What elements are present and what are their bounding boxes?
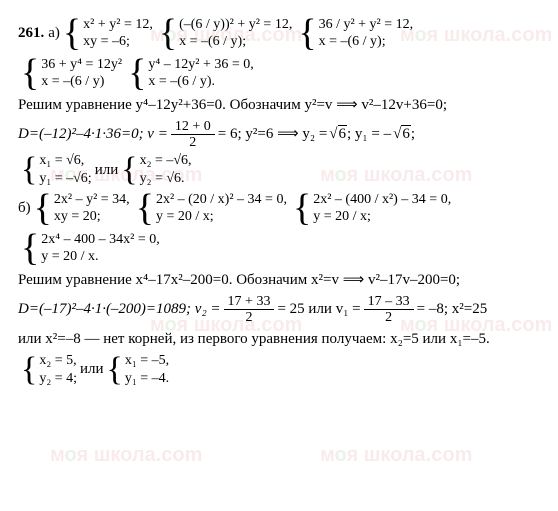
a-answers: { x₁ = √6, y₁ = –√6; или { x₂ = –√6, y₂ …: [18, 152, 540, 187]
sys-a2: { (–(6 / y))² + y² = 12, x = –(6 / y);: [159, 14, 292, 52]
row-a-1: 261. a) { x² + y² = 12, xy = –6; { (–(6 …: [18, 14, 540, 52]
sys-b2: { 2x² – (20 / x)² – 34 = 0, y = 20 / x;: [136, 189, 287, 227]
frac-b1: 17 + 33 2: [224, 294, 275, 326]
watermark: моя школа.com: [50, 440, 202, 470]
row-a-2: { 36 + y⁴ = 12y² x = –(6 / y) { y⁴ – 12y…: [18, 54, 540, 92]
ans-b2: { x₁ = –5, y₁ = –4.: [107, 352, 170, 387]
b-text1: Решим уравнение x⁴–17x²–200=0. Обозначим…: [18, 269, 540, 292]
b-discriminant: D=(–17)²–4·1·(–200)=1089; v₂ = 17 + 33 2…: [18, 294, 540, 326]
ans-a2: { x₂ = –√6, y₂ = √6.: [121, 152, 191, 187]
problem-number: 261.: [18, 22, 44, 45]
a-discriminant: D=(–12)²–4·1·36=0; v = 12 + 0 2 = 6; y²=…: [18, 119, 540, 151]
part-a-label: a): [48, 22, 60, 45]
row-b-1: б) { 2x² – y² = 34, xy = 20; { 2x² – (20…: [18, 189, 540, 227]
sys-b4: { 2x⁴ – 400 – 34x² = 0, y = 20 / x.: [21, 229, 160, 267]
frac-a1: 12 + 0 2: [171, 119, 215, 151]
sys-b1: { 2x² – y² = 34, xy = 20;: [34, 189, 130, 227]
row-b-2: { 2x⁴ – 400 – 34x² = 0, y = 20 / x.: [18, 229, 540, 267]
sys-a4: { 36 + y⁴ = 12y² x = –(6 / y): [21, 54, 122, 92]
b-text2: или x²=–8 — нет корней, из первого уравн…: [18, 328, 540, 351]
b-answers: { x₂ = 5, y₂ = 4; или { x₁ = –5, y₁ = –4…: [18, 352, 540, 387]
sys-b3: { 2x² – (400 / x²) – 34 = 0, y = 20 / x;: [293, 189, 451, 227]
a-text1: Решим уравнение y⁴–12y²+36=0. Обозначим …: [18, 94, 540, 117]
part-b-label: б): [18, 197, 31, 220]
sys-a1: { x² + y² = 12, xy = –6;: [63, 14, 153, 52]
ans-a1: { x₁ = √6, y₁ = –√6;: [21, 152, 92, 187]
sys-a3: { 36 / y² + y² = 12, x = –(6 / y);: [298, 14, 413, 52]
watermark: моя школа.com: [320, 440, 472, 470]
ans-b1: { x₂ = 5, y₂ = 4;: [21, 352, 77, 387]
frac-b2: 17 – 33 2: [364, 294, 414, 326]
sys-a5: { y⁴ – 12y² + 36 = 0, x = –(6 / y).: [128, 54, 254, 92]
